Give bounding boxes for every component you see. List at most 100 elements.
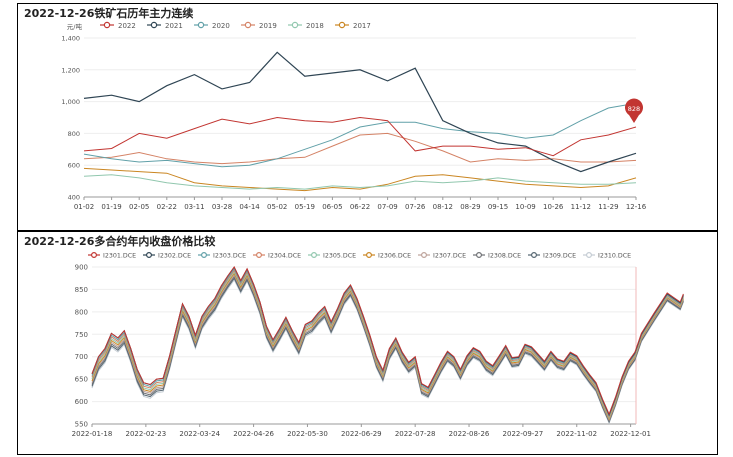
- x-tick-label: 11-12: [571, 203, 591, 211]
- legend-label: I2307.DCE: [433, 253, 466, 260]
- legend-label: 2020: [212, 22, 230, 30]
- x-tick-label: 01-02: [74, 203, 94, 211]
- legend-marker: [585, 252, 592, 259]
- x-tick-label: 2022-08-26: [449, 430, 490, 438]
- legend-marker: [150, 21, 158, 29]
- legend-marker: [103, 21, 111, 29]
- y-tick-label: 800: [75, 308, 88, 316]
- x-tick-label: 10-09: [515, 203, 535, 211]
- legend-label: 2017: [353, 22, 371, 30]
- y-tick-label: 750: [75, 331, 88, 339]
- y-tick-label: 1,400: [61, 35, 80, 43]
- x-tick-label: 10-26: [543, 203, 564, 211]
- x-tick-label: 2022-04-26: [233, 430, 274, 438]
- series-line-I2307.DCE: [91, 274, 684, 422]
- series-line-I2308.DCE: [91, 275, 684, 423]
- legend-marker: [256, 252, 263, 259]
- x-tick-label: 06-22: [350, 203, 370, 211]
- legend-label: I2305.DCE: [323, 253, 356, 260]
- x-tick-label: 07-26: [405, 203, 426, 211]
- legend-label: I2304.DCE: [268, 253, 301, 260]
- series-line-2021: [83, 51, 637, 173]
- y-unit-label: 元/吨: [67, 22, 83, 31]
- legend-marker: [146, 252, 153, 259]
- x-tick-label: 08-12: [433, 203, 453, 211]
- contracts-chart-panel: 2022-12-26多合约年内收盘价格比较 I2301.DCE I2302.DCE…: [17, 231, 718, 455]
- x-tick-label: 2022-05-30: [287, 430, 328, 438]
- y-tick-label: 800: [68, 130, 80, 138]
- legend-label: I2302.DCE: [158, 253, 191, 260]
- legend-marker: [244, 21, 252, 29]
- series-line-I2301.DCE: [91, 266, 684, 416]
- series-line-2019: [83, 132, 637, 165]
- y-tick-label: 400: [68, 194, 80, 202]
- series-line-I2306.DCE: [91, 272, 684, 421]
- x-tick-label: 2022-12-01: [610, 430, 651, 438]
- x-tick-label: 2022-06-29: [341, 430, 382, 438]
- legend-marker: [476, 252, 483, 259]
- series-line-I2304.DCE: [91, 269, 684, 419]
- x-tick-label: 04-14: [239, 203, 260, 211]
- y-tick-label: 1,000: [61, 98, 80, 106]
- x-tick-label: 05-19: [295, 203, 315, 211]
- history-chart-panel: 2022-12-26铁矿石历年主力连续 2022 2021 2020 2019 2018…: [17, 3, 718, 231]
- y-tick-label: 850: [75, 286, 88, 294]
- legend-label: 2022: [118, 22, 136, 30]
- y-tick-label: 600: [75, 398, 88, 406]
- y-tick-label: 700: [75, 353, 88, 361]
- legend-marker: [291, 21, 299, 29]
- x-tick-label: 02-05: [129, 203, 149, 211]
- legend-label: I2309.DCE: [543, 253, 576, 260]
- legend-label: 2019: [259, 22, 277, 30]
- legend-label: I2306.DCE: [378, 253, 411, 260]
- legend-label: I2303.DCE: [213, 253, 246, 260]
- contracts-chart: I2301.DCE I2302.DCE I2303.DCE I2304.DCE I230…: [72, 252, 684, 438]
- x-tick-label: 02-22: [157, 203, 177, 211]
- legend-marker: [90, 252, 97, 259]
- x-tick-label: 11-29: [598, 203, 618, 211]
- x-tick-label: 2022-02-23: [126, 430, 167, 438]
- x-tick-label: 08-29: [460, 203, 480, 211]
- x-tick-label: 2022-01-18: [72, 430, 113, 438]
- legend-marker: [338, 21, 346, 29]
- legend-marker: [421, 252, 428, 259]
- chart-title: 2022-12-26铁矿石历年主力连续: [24, 7, 194, 20]
- x-tick-label: 2022-07-28: [395, 430, 436, 438]
- y-tick-label: 650: [75, 376, 88, 384]
- x-tick-label: 2022-09-27: [503, 430, 544, 438]
- y-tick-label: 550: [75, 421, 88, 429]
- legend-marker: [366, 252, 373, 259]
- x-tick-label: 12-16: [626, 203, 647, 211]
- y-tick-label: 900: [75, 264, 88, 272]
- x-tick-label: 03-28: [212, 203, 232, 211]
- x-tick-label: 06-05: [322, 203, 342, 211]
- legend-marker: [201, 252, 208, 259]
- legend-label: I2301.DCE: [103, 253, 136, 260]
- legend-label: I2308.DCE: [488, 253, 521, 260]
- legend-marker: [197, 21, 205, 29]
- series-line-2022: [83, 116, 637, 157]
- series-line-I2303.DCE: [91, 267, 684, 418]
- series-line-I2309.DCE: [91, 277, 684, 424]
- y-tick-label: 1,200: [61, 66, 80, 74]
- chart-title: 2022-12-26多合约年内收盘价格比较: [24, 235, 216, 248]
- annotation-label: 828: [628, 105, 640, 113]
- x-tick-label: 07-09: [377, 203, 397, 211]
- history-chart: 2022 2021 2020 2019 2018 2017 元/吨 400 600 800 1,00…: [61, 21, 647, 211]
- series-line-2017: [83, 167, 637, 192]
- x-tick-label: 01-19: [101, 203, 121, 211]
- x-tick-label: 05-02: [267, 203, 287, 211]
- x-tick-label: 2022-03-24: [179, 430, 220, 438]
- series-line-2020: [83, 102, 637, 168]
- x-tick-label: 09-15: [488, 203, 508, 211]
- x-tick-label: 03-11: [184, 203, 204, 211]
- legend-label: 2021: [165, 22, 183, 30]
- legend-label: I2310.DCE: [598, 253, 631, 260]
- y-tick-label: 600: [68, 162, 80, 170]
- annotation-pin: [625, 98, 643, 124]
- legend-marker: [530, 252, 537, 259]
- legend-label: 2018: [306, 22, 324, 30]
- legend-marker: [311, 252, 318, 259]
- x-tick-label: 2022-11-02: [556, 430, 597, 438]
